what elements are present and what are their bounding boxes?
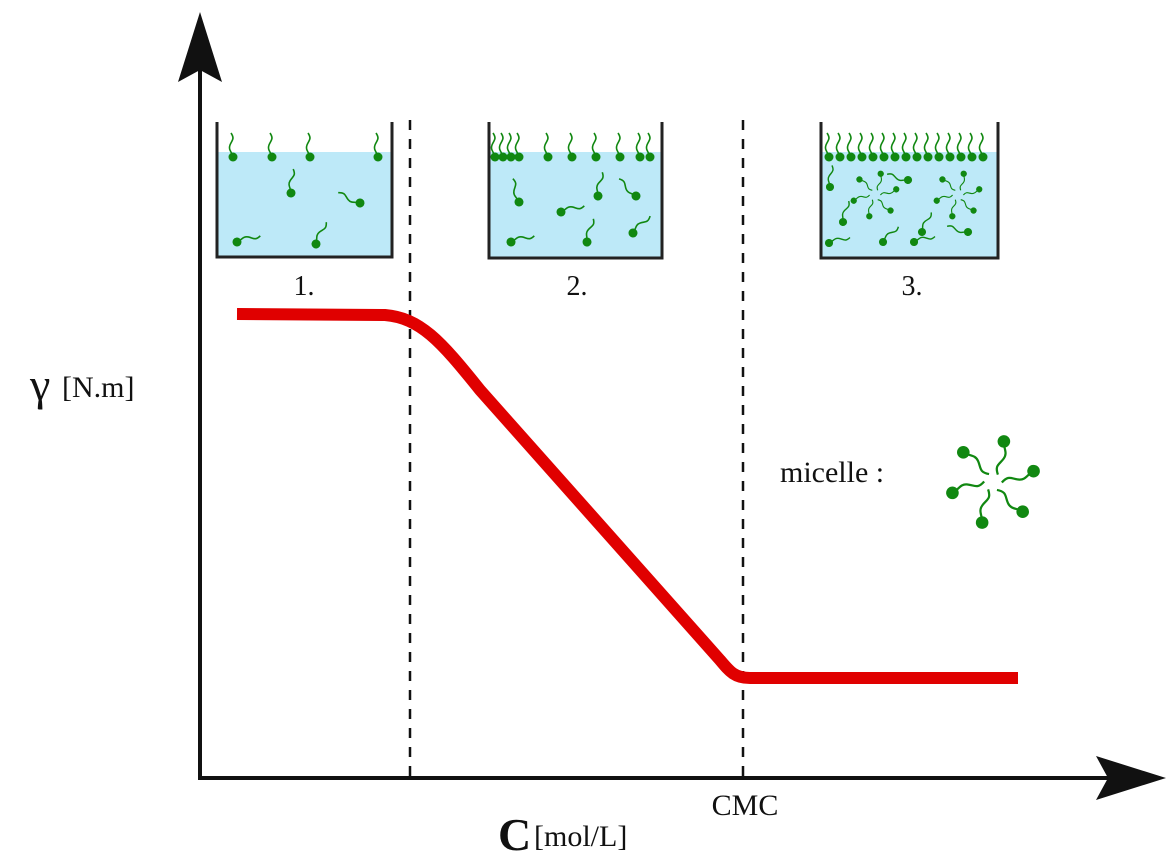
surfactant: [644, 132, 656, 163]
beaker: [819, 122, 1000, 260]
surfactant: [489, 132, 501, 163]
surfactant: [889, 132, 901, 163]
x-arrow: [1096, 756, 1166, 800]
surfactant: [900, 132, 912, 163]
surfactant: [973, 487, 999, 532]
legend-label: micelle :: [780, 456, 884, 489]
surfactant: [505, 132, 517, 163]
surfactant: [590, 132, 602, 163]
y-symbol: γ: [29, 359, 50, 410]
x-unit: [mol/L]: [534, 820, 627, 853]
surfactant: [878, 132, 890, 163]
beaker-label: 1.: [294, 271, 315, 302]
surfactant: [987, 432, 1013, 477]
surfactant: [867, 132, 879, 163]
surfactant: [227, 132, 239, 163]
surfactant: [993, 482, 1033, 522]
y-unit: [N.m]: [62, 371, 134, 404]
surfactant: [966, 132, 978, 163]
surfactant: [933, 132, 945, 163]
surfactant: [497, 132, 509, 163]
surfactant: [834, 132, 846, 163]
surfactant: [955, 132, 967, 163]
surfactant: [513, 132, 525, 163]
curve: [236, 308, 1018, 684]
surfactant: [856, 132, 868, 163]
surfactant: [998, 462, 1043, 488]
surfactant: [922, 132, 934, 163]
cmc-label: CMC: [712, 789, 779, 822]
beaker: [215, 122, 394, 259]
water: [217, 152, 392, 257]
surfactant: [911, 132, 923, 163]
surfactant: [944, 132, 956, 163]
beaker: [487, 122, 664, 260]
surfactant: [845, 132, 857, 163]
surfactant: [977, 132, 989, 163]
surfactant: [566, 132, 578, 163]
surfactant: [614, 132, 626, 163]
water: [821, 152, 998, 258]
surfactant: [953, 442, 993, 482]
surfactant: [304, 132, 316, 163]
beakers: [215, 122, 1000, 260]
beaker-label: 2.: [567, 271, 588, 302]
surfactant: [634, 132, 646, 163]
surfactant: [823, 132, 835, 163]
surfactant: [266, 132, 278, 163]
beaker-label: 3.: [902, 271, 923, 302]
surfactant: [943, 476, 988, 502]
surfactant: [372, 132, 384, 163]
x-symbol: C: [498, 809, 531, 860]
surfactant: [542, 132, 554, 163]
y-arrow: [178, 12, 222, 82]
